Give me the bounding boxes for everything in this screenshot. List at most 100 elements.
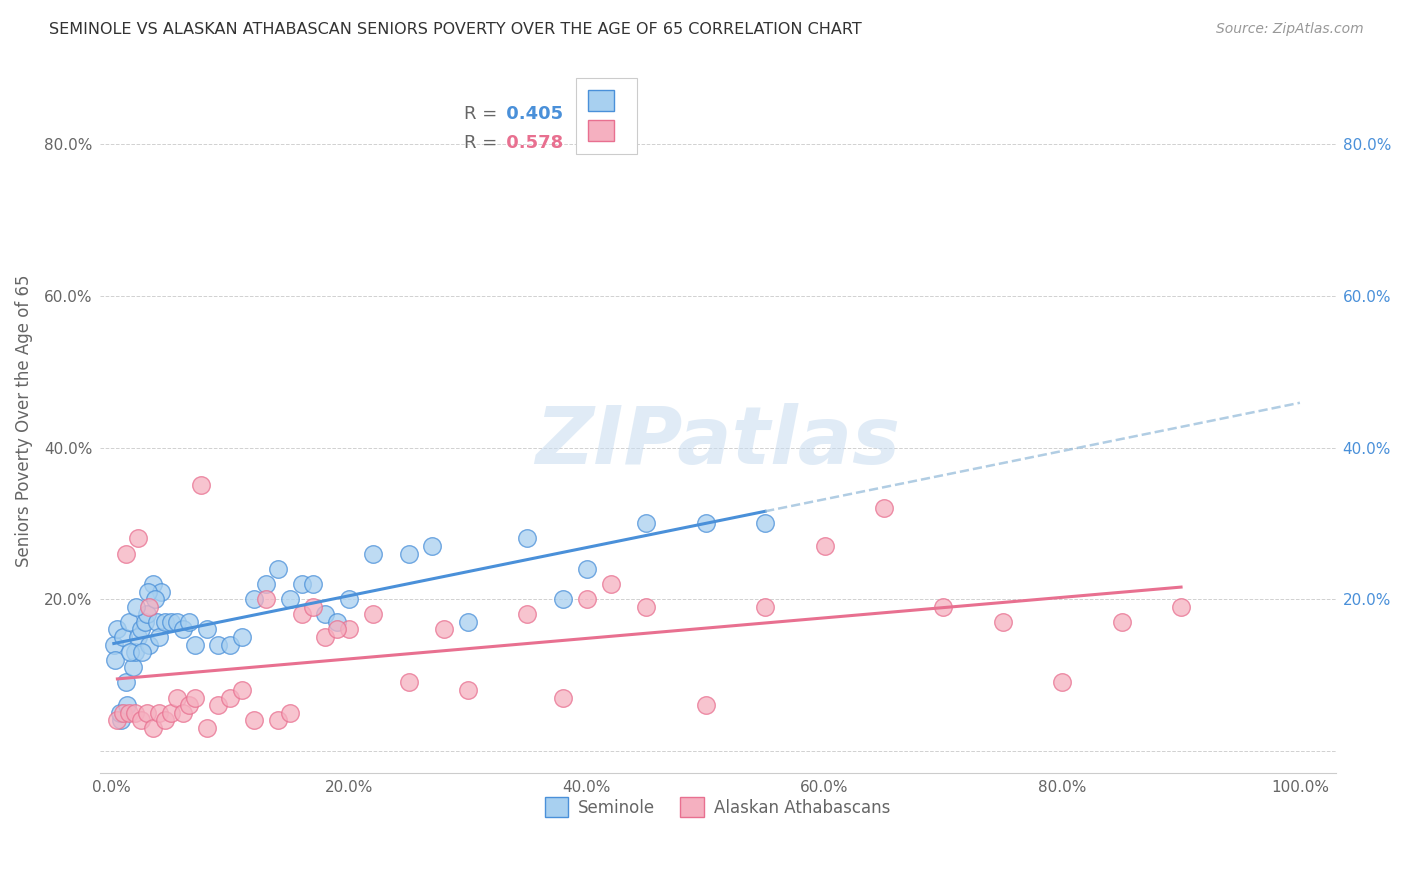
Point [112, 706, 135, 720]
Point [1050, 675, 1073, 690]
Point [136, 607, 159, 622]
Point [457, 615, 479, 629]
Point [183, 638, 205, 652]
Point [932, 599, 955, 614]
Point [110, 714, 132, 728]
Point [190, 478, 212, 492]
Point [516, 532, 538, 546]
Point [150, 584, 173, 599]
Point [337, 623, 360, 637]
Point [124, 645, 146, 659]
Point [457, 683, 479, 698]
Point [551, 592, 574, 607]
Point [118, 615, 141, 629]
Point [516, 607, 538, 622]
Text: ZIPatlas: ZIPatlas [536, 403, 900, 481]
Point [254, 577, 277, 591]
Point [291, 607, 314, 622]
Point [433, 623, 456, 637]
Y-axis label: Seniors Poverty Over the Age of 65: Seniors Poverty Over the Age of 65 [15, 275, 32, 567]
Point [207, 698, 229, 713]
Point [243, 592, 266, 607]
Point [136, 584, 159, 599]
Text: N =: N = [562, 134, 614, 152]
Point [131, 645, 153, 659]
Point [398, 547, 420, 561]
Point [575, 592, 598, 607]
Point [138, 638, 160, 652]
Point [813, 539, 835, 553]
Point [337, 592, 360, 607]
Point [267, 714, 290, 728]
Point [105, 623, 128, 637]
Point [134, 615, 156, 629]
Point [138, 599, 160, 614]
Point [136, 706, 159, 720]
Point [153, 615, 176, 629]
Point [302, 599, 325, 614]
Point [153, 714, 176, 728]
Point [177, 615, 200, 629]
Point [695, 516, 717, 531]
Point [115, 698, 138, 713]
Point [636, 599, 658, 614]
Point [112, 630, 135, 644]
Point [754, 599, 776, 614]
Point [105, 714, 128, 728]
Point [314, 630, 336, 644]
Point [125, 599, 148, 614]
Point [108, 706, 131, 720]
Point [166, 690, 188, 705]
Point [219, 638, 242, 652]
Point [124, 706, 146, 720]
Point [754, 516, 776, 531]
Point [1111, 615, 1133, 629]
Point [172, 623, 194, 637]
Point [291, 577, 314, 591]
Point [1170, 599, 1192, 614]
Point [231, 683, 253, 698]
Point [873, 501, 896, 516]
Point [148, 630, 170, 644]
Text: 0.405: 0.405 [501, 105, 564, 123]
Point [278, 592, 301, 607]
Point [120, 645, 142, 659]
Point [302, 577, 325, 591]
Text: N =: N = [562, 105, 614, 123]
Point [636, 516, 658, 531]
Point [599, 577, 621, 591]
Text: 49: 49 [606, 134, 631, 152]
Point [314, 607, 336, 622]
Text: SEMINOLE VS ALASKAN ATHABASCAN SENIORS POVERTY OVER THE AGE OF 65 CORRELATION CH: SEMINOLE VS ALASKAN ATHABASCAN SENIORS P… [49, 22, 862, 37]
Point [129, 714, 152, 728]
Point [160, 706, 183, 720]
Point [177, 698, 200, 713]
Point [114, 675, 136, 690]
Point [118, 706, 141, 720]
Point [420, 539, 443, 553]
Point [231, 630, 253, 644]
Point [551, 690, 574, 705]
Point [148, 706, 170, 720]
Point [142, 577, 165, 591]
Point [278, 706, 301, 720]
Point [326, 623, 349, 637]
Text: R =: R = [464, 134, 503, 152]
Point [127, 630, 149, 644]
Point [166, 615, 188, 629]
Point [142, 721, 165, 735]
Point [219, 690, 242, 705]
Text: 0.578: 0.578 [501, 134, 564, 152]
Point [127, 532, 149, 546]
Text: Source: ZipAtlas.com: Source: ZipAtlas.com [1216, 22, 1364, 37]
Legend: Seminole, Alaskan Athabascans: Seminole, Alaskan Athabascans [537, 789, 898, 825]
Point [243, 714, 266, 728]
Text: R =: R = [464, 105, 503, 123]
Point [267, 562, 290, 576]
Text: 54: 54 [606, 105, 631, 123]
Point [991, 615, 1014, 629]
Point [145, 592, 167, 607]
Point [121, 660, 143, 674]
Point [207, 638, 229, 652]
Point [326, 615, 349, 629]
